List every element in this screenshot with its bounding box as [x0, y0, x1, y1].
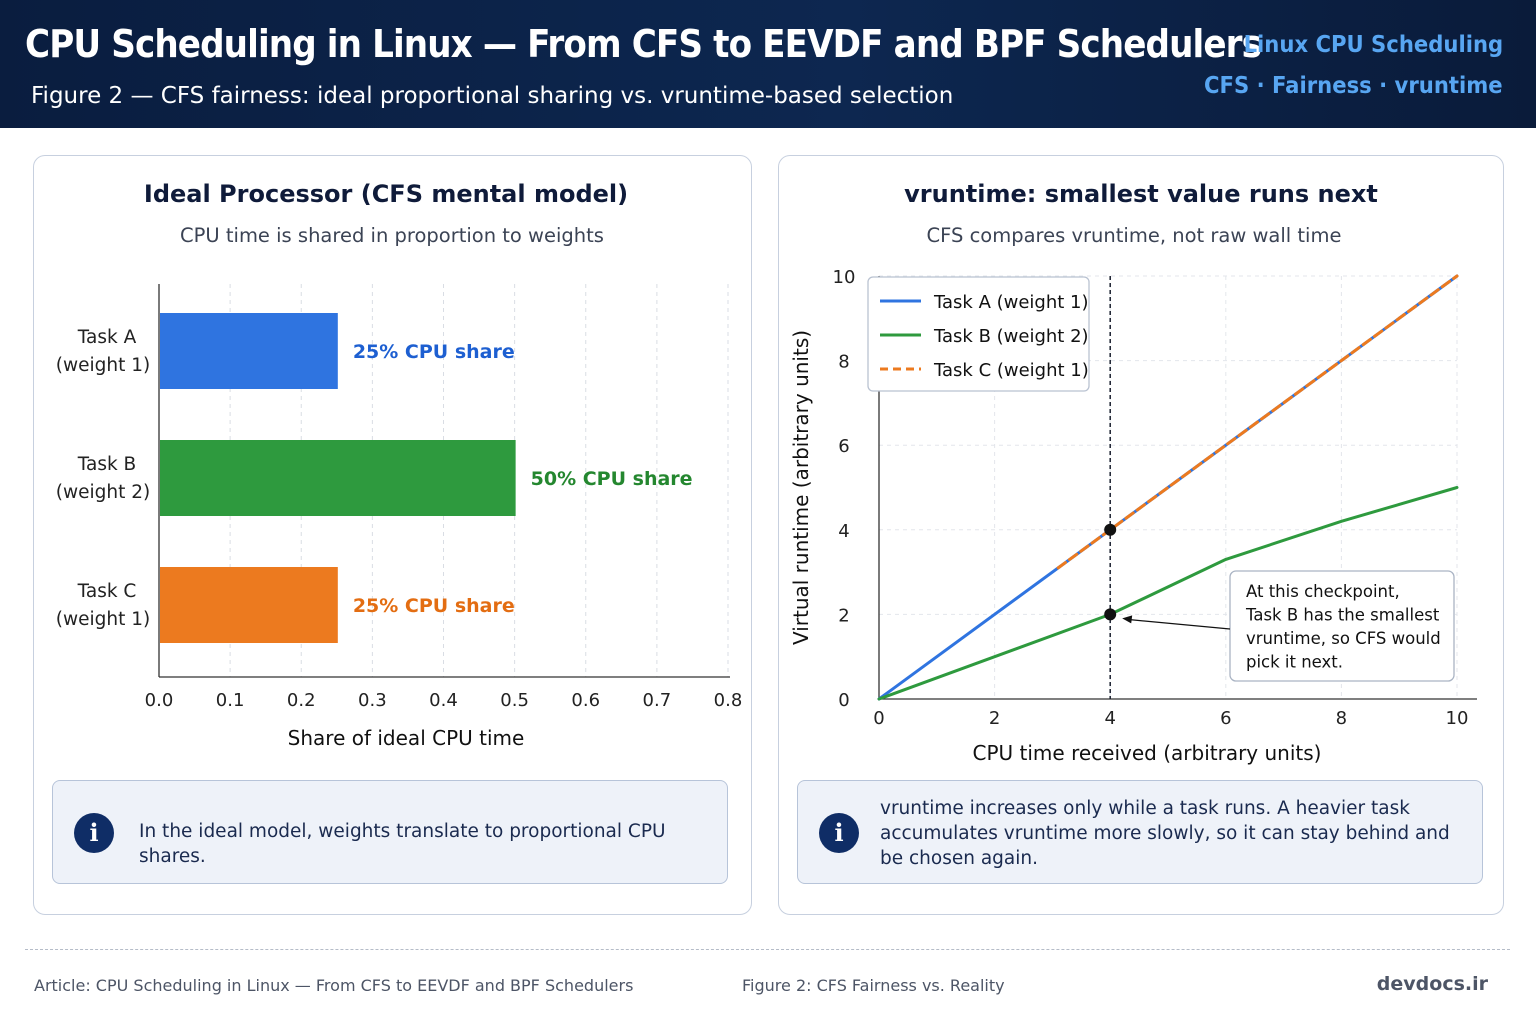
x-tick-label: 0.6 — [571, 690, 600, 711]
right-info-box: i vruntime increases only while a task r… — [797, 780, 1483, 884]
x-tick-label: 0.5 — [500, 690, 529, 711]
x-tick-label: 6 — [1220, 708, 1231, 729]
y-tick-label: (weight 1) — [56, 609, 150, 630]
y-tick-label: Task B — [77, 454, 137, 475]
data-label: 50% CPU share — [531, 468, 693, 490]
data-label: 25% CPU share — [353, 341, 515, 363]
annotation-arrowhead — [1122, 615, 1133, 624]
y-tick-label: 4 — [838, 521, 849, 542]
footer-article: Article: CPU Scheduling in Linux — From … — [34, 976, 634, 995]
annotation-text: Task B has the smallest — [1245, 606, 1440, 625]
series-line-task-b — [877, 486, 1459, 701]
checkpoint-marker — [1104, 608, 1117, 621]
x-tick-label: 2 — [989, 708, 1000, 729]
chart-title: vruntime: smallest value runs next — [904, 180, 1378, 208]
legend-label: Task B (weight 2) — [933, 326, 1089, 347]
annotation-arrow — [1127, 618, 1231, 630]
y-tick-label: Task C — [77, 581, 137, 602]
series-line-task-c — [1056, 274, 1459, 570]
x-tick-label: 4 — [1104, 708, 1115, 729]
x-tick-label: 0.3 — [358, 690, 387, 711]
x-tick-label: 0.7 — [643, 690, 672, 711]
y-tick-label: 0 — [838, 690, 849, 711]
y-tick-label: (weight 1) — [56, 355, 150, 376]
left-info-text: In the ideal model, weights translate to… — [139, 821, 666, 867]
left-chart-panel: Ideal Processor (CFS mental model) CPU ti… — [33, 155, 752, 915]
bar-task-c — [160, 567, 338, 643]
y-tick-label: 6 — [838, 436, 849, 457]
bar-chart: Ideal Processor (CFS mental model) CPU ti… — [56, 180, 743, 750]
legend-box — [867, 276, 1090, 392]
footer-figure: Figure 2: CFS Fairness vs. Reality — [742, 976, 1005, 995]
footer-site: devdocs.ir — [1376, 973, 1488, 995]
y-tick-label: 2 — [838, 605, 849, 626]
x-tick-label: 0 — [873, 708, 884, 729]
page-subtitle: Figure 2 — CFS fairness: ideal proportio… — [31, 83, 954, 109]
x-tick-label: 0.0 — [145, 690, 174, 711]
y-tick-label: Task A — [77, 327, 137, 348]
x-axis-label: CPU time received (arbitrary units) — [973, 741, 1322, 765]
annotation-text: pick it next. — [1246, 653, 1343, 672]
annotation-text: vruntime, so CFS would — [1246, 629, 1441, 648]
annotation-box — [1229, 570, 1455, 682]
legend-label: Task A (weight 1) — [933, 292, 1089, 313]
y-tick-label: 10 — [833, 267, 856, 288]
x-tick-label: 0.2 — [287, 690, 316, 711]
y-axis-label: Virtual runtime (arbitrary units) — [789, 330, 813, 645]
checkpoint-marker — [1104, 523, 1117, 536]
x-axis-label: Share of ideal CPU time — [288, 726, 525, 750]
info-icon: i — [74, 813, 114, 853]
chart-title: Ideal Processor (CFS mental model) — [144, 180, 628, 208]
page-title: CPU Scheduling in Linux — From CFS to EE… — [25, 22, 1262, 66]
left-info-box: i In the ideal model, weights translate … — [52, 780, 728, 884]
x-tick-label: 0.8 — [714, 690, 743, 711]
chart-subtitle: CPU time is shared in proportion to weig… — [180, 224, 604, 247]
right-info-text: vruntime increases only while a task run… — [880, 798, 1450, 869]
x-tick-label: 10 — [1446, 708, 1469, 729]
header-banner: CPU Scheduling in Linux — From CFS to EE… — [0, 0, 1536, 128]
y-tick-label: (weight 2) — [56, 482, 150, 503]
x-tick-label: 8 — [1336, 708, 1347, 729]
header-tag-topic: Linux CPU Scheduling — [1243, 32, 1503, 58]
legend-label: Task C (weight 1) — [933, 360, 1089, 381]
x-tick-label: 0.4 — [429, 690, 458, 711]
bar-task-a — [160, 313, 338, 389]
right-chart-panel: vruntime: smallest value runs next CFS co… — [778, 155, 1504, 915]
line-chart: vruntime: smallest value runs next CFS co… — [789, 180, 1477, 765]
y-tick-label: 8 — [838, 352, 849, 373]
data-label: 25% CPU share — [353, 595, 515, 617]
header-tag-keywords: CFS · Fairness · vruntime — [1204, 73, 1503, 99]
x-tick-label: 0.1 — [216, 690, 245, 711]
bar-task-b — [160, 440, 516, 516]
chart-subtitle: CFS compares vruntime, not raw wall time — [927, 224, 1342, 247]
footer-divider — [25, 949, 1510, 950]
info-icon: i — [819, 813, 859, 853]
annotation-text: At this checkpoint, — [1246, 582, 1400, 601]
